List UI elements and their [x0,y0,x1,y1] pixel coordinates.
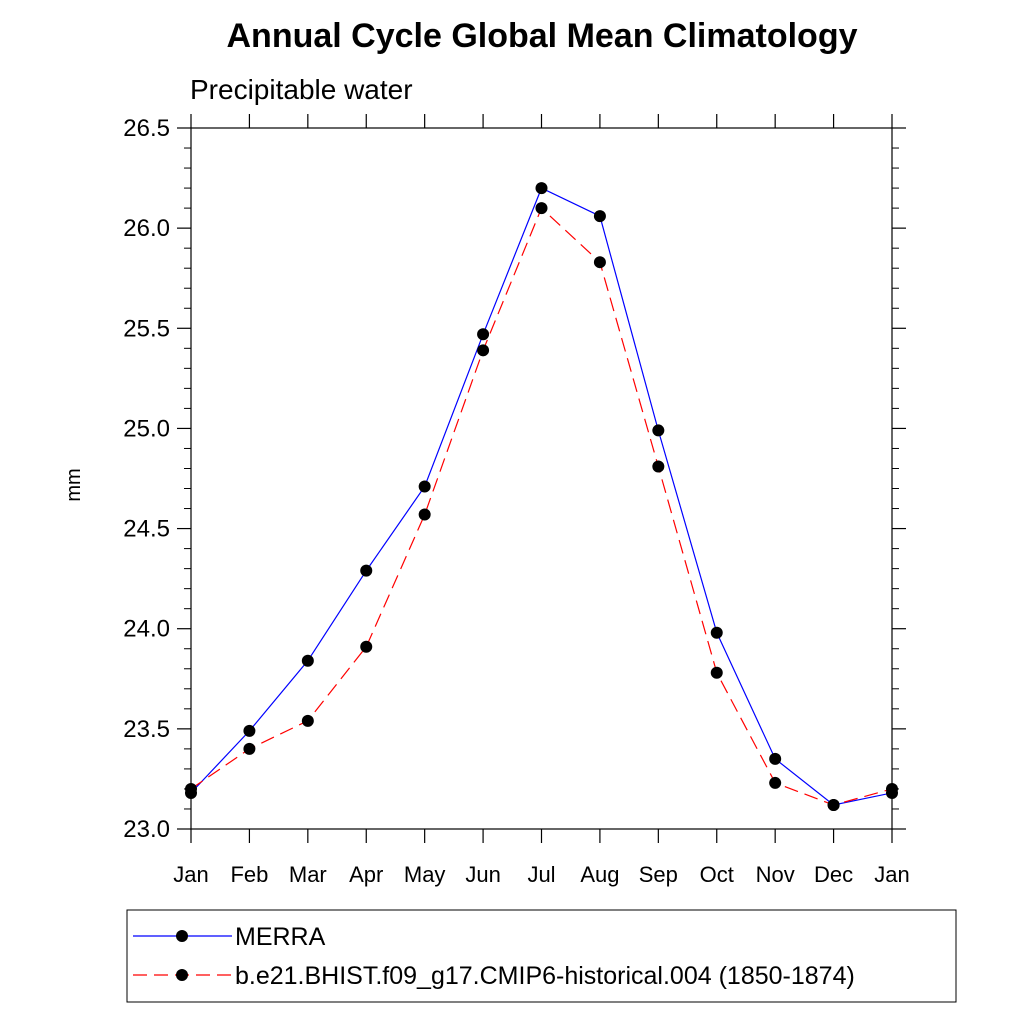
series-2-point [710,666,723,679]
series-2-point [769,776,782,789]
y-tick-label: 23.0 [123,816,170,843]
series-layer [185,182,898,811]
x-tick-label: Aug [580,862,619,887]
series-1-point [535,182,548,195]
x-tick-label: Oct [700,862,734,887]
x-tick-label: Dec [814,862,853,887]
y-axis-ticks: 23.0 23.5 24.0 24.5 25.0 25.5 26.0 26.5 [123,115,906,843]
x-tick-label: Nov [756,862,795,887]
x-tick-label: Jun [465,862,500,887]
series-1-point [301,654,314,667]
y-tick-label: 25.5 [123,315,170,342]
plot-frame [190,127,893,830]
y-tick-label: 25.0 [123,415,170,442]
series-1-point [710,626,723,639]
legend: MERRA b.e21.BHIST.f09_g17.CMIP6-historica… [126,909,957,1003]
series-1-point [243,724,256,737]
chart-subtitle: Precipitable water [190,74,413,105]
x-tick-label: Jan [874,862,909,887]
legend-label-1: MERRA [235,923,326,951]
series-2-point [827,798,840,811]
series-1-point [593,210,606,223]
y-tick-label: 24.5 [123,516,170,543]
x-tick-label: Jan [173,862,208,887]
x-tick-label: Feb [230,862,268,887]
series-2-point [886,782,898,795]
series-1-point [769,752,782,765]
x-axis-ticks: Jan Feb Mar Apr May Jun Jul Aug Sep Oct Nov Dec Jan [173,114,910,887]
series-line-1 [190,187,893,806]
x-tick-label: Mar [289,862,327,887]
x-tick-label: Sep [639,862,678,887]
legend-marker-2 [176,969,188,981]
y-tick-label: 23.5 [123,716,170,743]
y-tick-label: 24.0 [123,616,170,643]
legend-box [126,909,957,1003]
series-1-point [477,328,490,341]
y-axis-label: mm [63,468,85,501]
plot-border [190,127,893,830]
x-tick-label: May [404,862,446,887]
series-2-point [593,256,606,269]
series-2-point [418,508,431,521]
x-tick-label: Apr [349,862,383,887]
y-tick-label: 26.5 [123,115,170,142]
series-2-point [477,344,490,357]
series-2-point [243,742,256,755]
series-2-point [360,640,373,653]
series-1-point [360,564,373,577]
series-2-point [535,202,548,215]
y-tick-label: 26.0 [123,215,170,242]
series-1-point [418,480,431,493]
series-1-point [652,424,665,437]
chart-title: Annual Cycle Global Mean Climatology [227,17,858,55]
legend-marker-1 [176,930,188,942]
x-tick-label: Jul [527,862,555,887]
series-line-2 [190,207,893,806]
series-2-point [185,782,197,795]
series-2-point [652,460,665,473]
legend-label-2: b.e21.BHIST.f09_g17.CMIP6-historical.004… [235,962,855,990]
series-2-point [301,714,314,727]
